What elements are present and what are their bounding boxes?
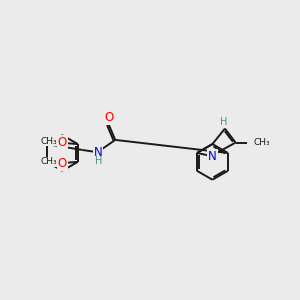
Text: O: O — [58, 157, 67, 170]
Text: O: O — [104, 111, 113, 124]
Text: CH₃: CH₃ — [40, 136, 57, 146]
Text: O: O — [58, 136, 67, 149]
Text: CH₃: CH₃ — [254, 138, 270, 147]
Text: N: N — [208, 150, 217, 163]
Text: H: H — [95, 156, 103, 166]
Text: CH₃: CH₃ — [40, 158, 57, 166]
Text: N: N — [94, 146, 102, 159]
Text: H: H — [220, 117, 227, 127]
